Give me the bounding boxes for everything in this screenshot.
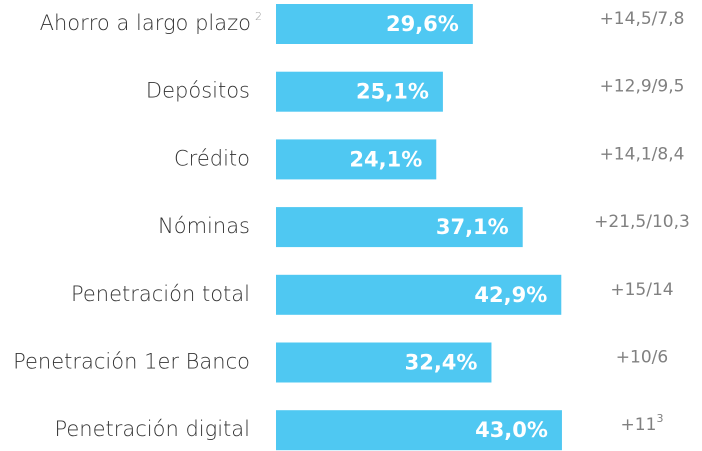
- category-text: Penetración 1er Banco: [13, 350, 250, 374]
- bar: [276, 207, 523, 248]
- value-label: 25,1%: [356, 80, 429, 104]
- annotation: +10/6: [616, 348, 668, 368]
- annotation-text: +15/14: [610, 280, 673, 300]
- annotation: +15/14: [610, 280, 673, 300]
- annotation-text: +14,1/8,4: [600, 144, 685, 164]
- footnote: 3: [656, 412, 663, 425]
- value-label: 32,4%: [405, 351, 478, 375]
- value-label: 37,1%: [436, 215, 509, 239]
- bar: [276, 342, 492, 383]
- annotation-text: +12,9/9,5: [600, 77, 685, 97]
- annotation-text: +11: [621, 415, 657, 435]
- annotation: +21,5/10,3: [594, 212, 690, 232]
- category-text: Penetración total: [71, 282, 250, 306]
- category-text: Ahorro a largo plazo: [40, 11, 251, 35]
- annotation: +14,5/7,8: [600, 9, 685, 29]
- category-label: Penetración digital: [54, 417, 250, 441]
- bar: [276, 4, 473, 44]
- bar: [276, 410, 562, 451]
- category-label: Depósitos: [146, 79, 250, 103]
- category-label: Nóminas: [158, 214, 250, 238]
- category-text: Penetración digital: [54, 417, 250, 441]
- annotation: +14,1/8,4: [600, 144, 685, 164]
- category-label: Penetración 1er Banco: [13, 350, 250, 374]
- annotation: +113: [621, 412, 664, 435]
- annotation-text: +21,5/10,3: [594, 212, 690, 232]
- category-text: Crédito: [174, 146, 250, 170]
- annotation-text: +10/6: [616, 348, 668, 368]
- annotation-text: +14,5/7,8: [600, 9, 685, 29]
- value-label: 24,1%: [349, 147, 422, 171]
- bar: [276, 71, 443, 112]
- bar: [276, 274, 562, 315]
- category-label: Ahorro a largo plazo 2: [40, 10, 262, 35]
- value-label: 43,0%: [475, 418, 548, 442]
- value-label: 29,6%: [386, 12, 459, 36]
- annotation: +12,9/9,5: [600, 77, 685, 97]
- value-label: 42,9%: [474, 283, 547, 307]
- category-label: Penetración total: [71, 282, 250, 306]
- category-label: Crédito: [174, 146, 250, 170]
- category-text: Nóminas: [158, 214, 250, 238]
- footnote: 2: [255, 10, 262, 23]
- bar: [276, 139, 437, 180]
- category-text: Depósitos: [146, 79, 250, 103]
